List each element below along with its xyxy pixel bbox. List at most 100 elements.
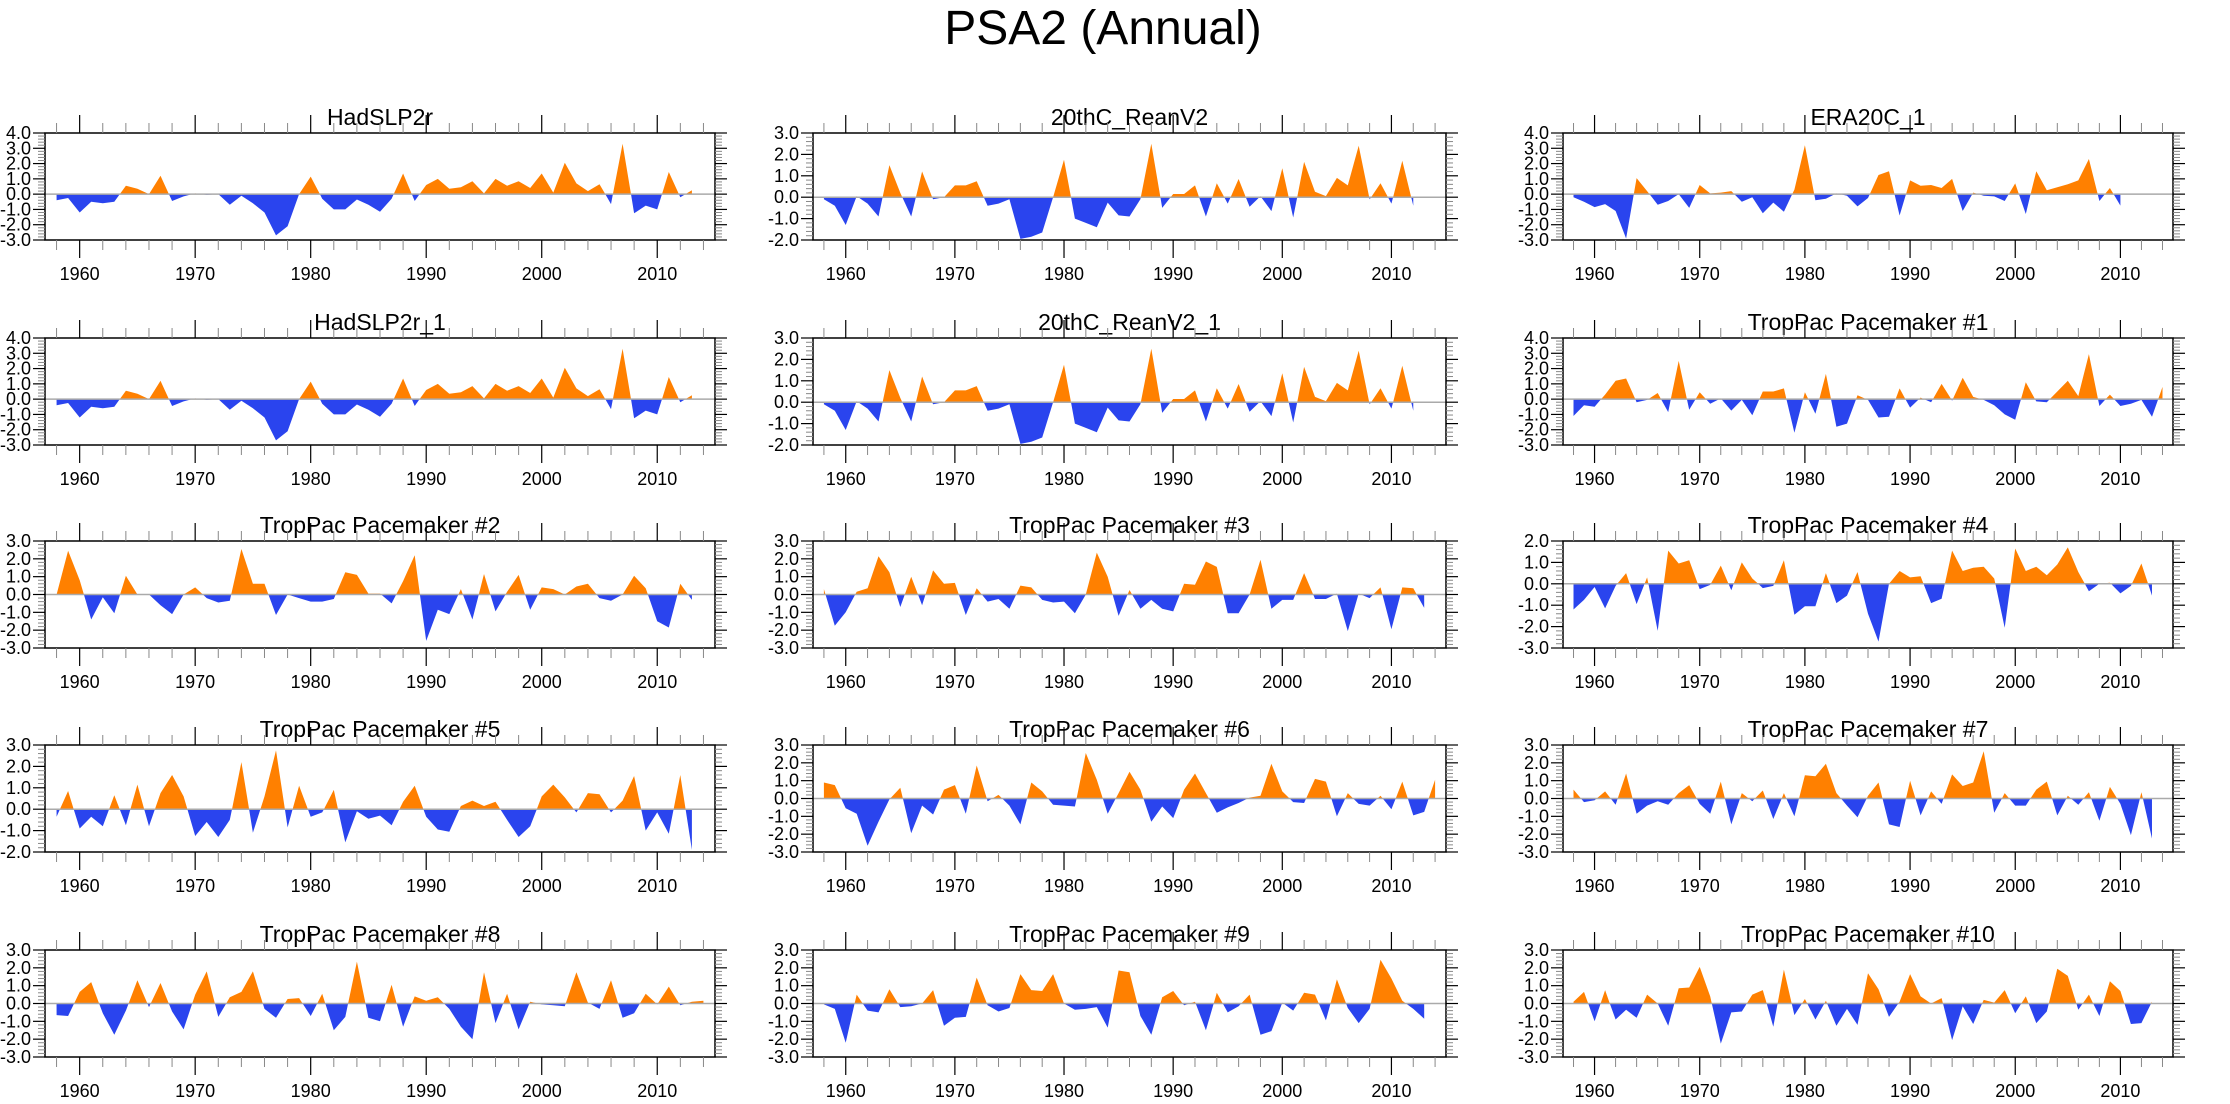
x-tick-label: 1990 <box>1153 1081 1193 1101</box>
panel: TropPac Pacemaker #33.02.01.00.0-1.0-2.0… <box>768 512 1458 692</box>
y-tick-label: 2.0 <box>6 958 31 978</box>
x-tick-label: 2010 <box>637 876 677 896</box>
y-tick-label: -1.0 <box>0 199 31 219</box>
positive-area <box>56 750 692 810</box>
x-tick-label: 2000 <box>1262 469 1302 489</box>
x-tick-label: 2010 <box>1371 264 1411 284</box>
x-tick-label: 1960 <box>826 672 866 692</box>
y-tick-label: 1.0 <box>6 778 31 798</box>
y-tick-label: -2.0 <box>768 230 799 250</box>
y-tick-label: -2.0 <box>768 1029 799 1049</box>
x-tick-label: 2000 <box>1995 469 2035 489</box>
y-tick-label: -3.0 <box>0 435 31 455</box>
x-tick-label: 1960 <box>60 264 100 284</box>
negative-area <box>1573 1003 2152 1044</box>
panel: TropPac Pacemaker #42.01.00.0-1.0-2.0-3.… <box>1518 512 2185 692</box>
x-tick-label: 1960 <box>1575 469 1615 489</box>
x-tick-label: 1990 <box>406 672 446 692</box>
y-tick-label: 2.0 <box>1524 359 1549 379</box>
panel: TropPac Pacemaker #83.02.01.00.0-1.0-2.0… <box>0 921 727 1101</box>
y-tick-label: -1.0 <box>1518 595 1549 615</box>
negative-area <box>823 197 1414 239</box>
x-tick-label: 2000 <box>1262 264 1302 284</box>
positive-area <box>56 143 692 195</box>
positive-area <box>823 753 1436 799</box>
y-tick-label: -1.0 <box>0 602 31 622</box>
x-tick-label: 1960 <box>1575 672 1615 692</box>
x-tick-label: 1960 <box>1575 876 1615 896</box>
y-tick-label: 2.0 <box>6 154 31 174</box>
y-tick-label: 2.0 <box>774 549 799 569</box>
y-tick-label: -2.0 <box>0 842 31 862</box>
y-tick-label: -1.0 <box>1518 1011 1549 1031</box>
x-tick-label: 2010 <box>637 1081 677 1101</box>
y-tick-label: 0.0 <box>774 585 799 605</box>
x-tick-label: 1980 <box>1044 264 1084 284</box>
y-tick-label: -1.0 <box>1518 404 1549 424</box>
x-tick-label: 1990 <box>1890 469 1930 489</box>
x-tick-label: 1990 <box>1890 876 1930 896</box>
plot-frame <box>44 744 716 853</box>
x-tick-label: 2010 <box>1371 672 1411 692</box>
y-tick-label: 3.0 <box>6 343 31 363</box>
positive-area <box>56 348 692 400</box>
y-tick-label: 3.0 <box>1524 940 1549 960</box>
y-tick-label: 1.0 <box>1524 169 1549 189</box>
positive-area <box>1573 145 2121 195</box>
y-tick-label: 1.0 <box>774 976 799 996</box>
x-tick-label: 1980 <box>1044 1081 1084 1101</box>
y-tick-label: -2.0 <box>1518 617 1549 637</box>
y-tick-label: 0.0 <box>774 392 799 412</box>
positive-area <box>1573 354 2163 400</box>
x-tick-label: 1980 <box>291 1081 331 1101</box>
y-tick-label: 3.0 <box>1524 138 1549 158</box>
panel: TropPac Pacemaker #103.02.01.00.0-1.0-2.… <box>1518 921 2185 1101</box>
y-tick-label: 0.0 <box>1524 389 1549 409</box>
x-tick-label: 1970 <box>1680 876 1720 896</box>
y-tick-label: -1.0 <box>768 414 799 434</box>
x-tick-label: 1970 <box>935 264 975 284</box>
x-tick-label: 2000 <box>1262 876 1302 896</box>
x-tick-label: 2000 <box>1995 1081 2035 1101</box>
y-tick-label: 0.0 <box>1524 184 1549 204</box>
x-tick-label: 2010 <box>637 672 677 692</box>
y-tick-label: 4.0 <box>1524 328 1549 348</box>
x-tick-label: 2010 <box>2100 264 2140 284</box>
panel: TropPac Pacemaker #73.02.01.00.0-1.0-2.0… <box>1518 716 2185 896</box>
y-tick-label: 3.0 <box>6 138 31 158</box>
x-tick-label: 1990 <box>1153 469 1193 489</box>
y-tick-label: -3.0 <box>1518 638 1549 658</box>
y-tick-label: -3.0 <box>1518 842 1549 862</box>
positive-area <box>823 552 1425 595</box>
y-tick-label: -3.0 <box>768 638 799 658</box>
y-tick-label: 1.0 <box>6 169 31 189</box>
x-tick-label: 1970 <box>175 672 215 692</box>
y-tick-label: 0.0 <box>1524 994 1549 1014</box>
y-tick-label: 0.0 <box>6 585 31 605</box>
x-tick-label: 1980 <box>1044 469 1084 489</box>
y-tick-label: 0.0 <box>6 994 31 1014</box>
x-tick-label: 2000 <box>522 1081 562 1101</box>
y-tick-label: -2.0 <box>0 215 31 235</box>
y-tick-label: -1.0 <box>1518 199 1549 219</box>
x-tick-label: 1980 <box>1785 876 1825 896</box>
x-tick-label: 1990 <box>406 1081 446 1101</box>
x-tick-label: 2010 <box>637 264 677 284</box>
y-tick-label: -1.0 <box>0 404 31 424</box>
y-tick-label: -2.0 <box>1518 215 1549 235</box>
y-tick-label: 2.0 <box>6 359 31 379</box>
x-tick-label: 1970 <box>935 876 975 896</box>
negative-area <box>823 402 1414 444</box>
x-tick-label: 2000 <box>1262 672 1302 692</box>
x-tick-label: 1980 <box>1044 876 1084 896</box>
positive-area <box>823 959 1425 1004</box>
panel: TropPac Pacemaker #93.02.01.00.0-1.0-2.0… <box>768 921 1458 1101</box>
panel: HadSLP2r_14.03.02.01.00.0-1.0-2.0-3.0196… <box>0 309 727 489</box>
y-tick-label: 3.0 <box>6 940 31 960</box>
y-tick-label: -2.0 <box>0 420 31 440</box>
y-tick-label: 3.0 <box>774 735 799 755</box>
x-tick-label: 2010 <box>1371 1081 1411 1101</box>
x-tick-label: 1970 <box>175 1081 215 1101</box>
x-tick-label: 2010 <box>1371 469 1411 489</box>
